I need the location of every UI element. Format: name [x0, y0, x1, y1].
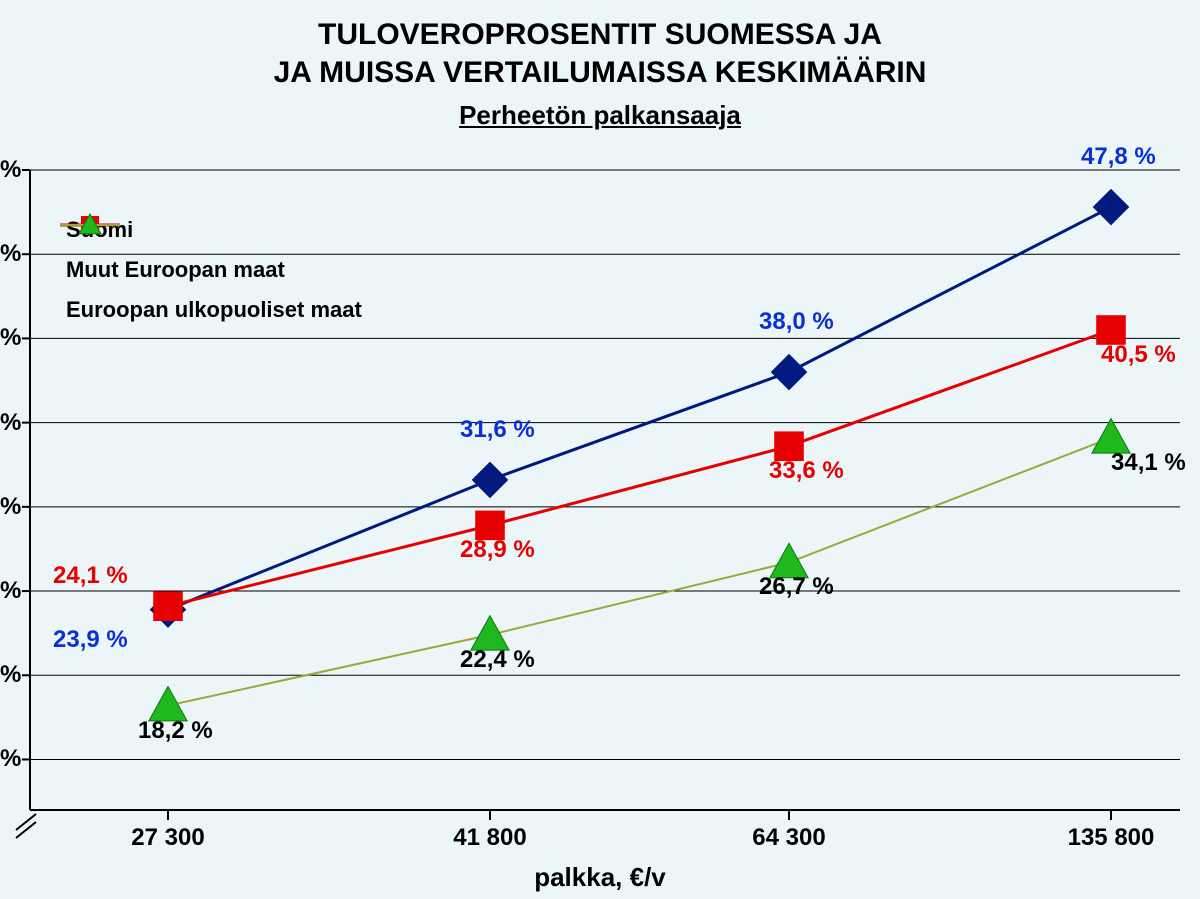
y-tick-label: % — [0, 745, 20, 773]
data-point-label: 24,1 % — [53, 562, 128, 590]
y-tick-label: % — [0, 661, 20, 689]
x-tick-label: 27 300 — [98, 824, 238, 852]
data-point-label: 28,9 % — [460, 536, 535, 564]
legend-item: Euroopan ulkopuoliset maat — [60, 290, 362, 330]
data-point-label: 38,0 % — [759, 308, 834, 336]
data-point-label: 31,6 % — [460, 416, 535, 444]
x-tick-label: 64 300 — [719, 824, 859, 852]
x-tick-label: 135 800 — [1041, 824, 1181, 852]
legend-label: Muut Euroopan maat — [66, 257, 285, 283]
y-tick-label: % — [0, 493, 20, 521]
data-point-label: 22,4 % — [460, 646, 535, 674]
data-point-label: 18,2 % — [138, 717, 213, 745]
y-tick-label: % — [0, 409, 20, 437]
data-point-label: 34,1 % — [1111, 449, 1186, 477]
data-point-label: 40,5 % — [1101, 341, 1176, 369]
y-tick-label: % — [0, 577, 20, 605]
chart-svg — [0, 0, 1200, 899]
chart-container: TULOVEROPROSENTIT SUOMESSA JA JA MUISSA … — [0, 0, 1200, 899]
legend: SuomiMuut Euroopan maatEuroopan ulkopuol… — [60, 210, 362, 330]
legend-item: Muut Euroopan maat — [60, 250, 362, 290]
data-point-label: 47,8 % — [1081, 143, 1156, 171]
data-point-label: 26,7 % — [759, 573, 834, 601]
x-tick-label: 41 800 — [420, 824, 560, 852]
y-tick-label: % — [0, 156, 20, 184]
y-tick-label: % — [0, 240, 20, 268]
x-axis-label: palkka, €/v — [0, 862, 1200, 893]
data-point-label: 23,9 % — [53, 626, 128, 654]
y-tick-label: % — [0, 324, 20, 352]
legend-label: Euroopan ulkopuoliset maat — [66, 297, 362, 323]
data-point-label: 33,6 % — [769, 457, 844, 485]
